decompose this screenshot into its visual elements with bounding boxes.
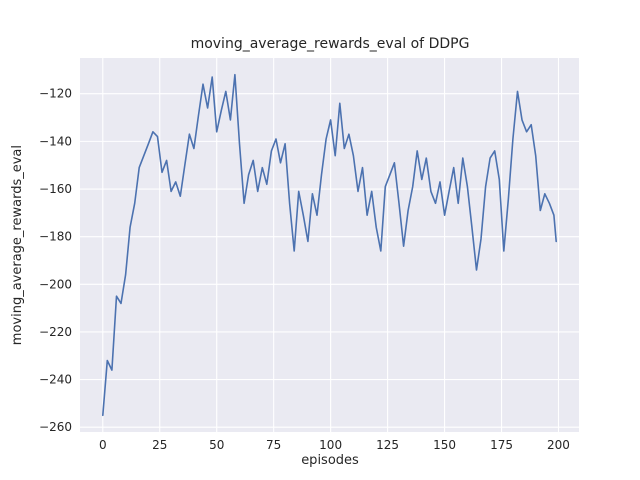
x-tick-label: 25: [152, 438, 167, 452]
x-tick-label: 0: [99, 438, 107, 452]
x-axis-label: episodes: [301, 453, 359, 468]
y-tick-label: −160: [39, 182, 72, 196]
x-tick-label: 125: [376, 438, 399, 452]
y-tick-label: −120: [39, 87, 72, 101]
x-tick-label: 75: [266, 438, 281, 452]
y-tick-label: −200: [39, 277, 72, 291]
y-axis-label: moving_average_rewards_eval: [9, 144, 25, 346]
y-tick-label: −240: [39, 373, 72, 387]
y-axis-label-container: moving_average_rewards_eval: [8, 58, 26, 432]
y-tick-label: −180: [39, 230, 72, 244]
y-tick-label: −140: [39, 134, 72, 148]
x-tick-label: 100: [319, 438, 342, 452]
y-tick-label: −260: [39, 420, 72, 434]
axes-background: [80, 58, 579, 432]
x-tick-label: 175: [490, 438, 513, 452]
x-tick-label: 50: [209, 438, 224, 452]
chart-title: moving_average_rewards_eval of DDPG: [190, 36, 470, 52]
series-line: [102, 73, 558, 417]
x-tick-label: 200: [547, 438, 570, 452]
y-tick-label: −220: [39, 325, 72, 339]
x-tick-label: 150: [433, 438, 456, 452]
